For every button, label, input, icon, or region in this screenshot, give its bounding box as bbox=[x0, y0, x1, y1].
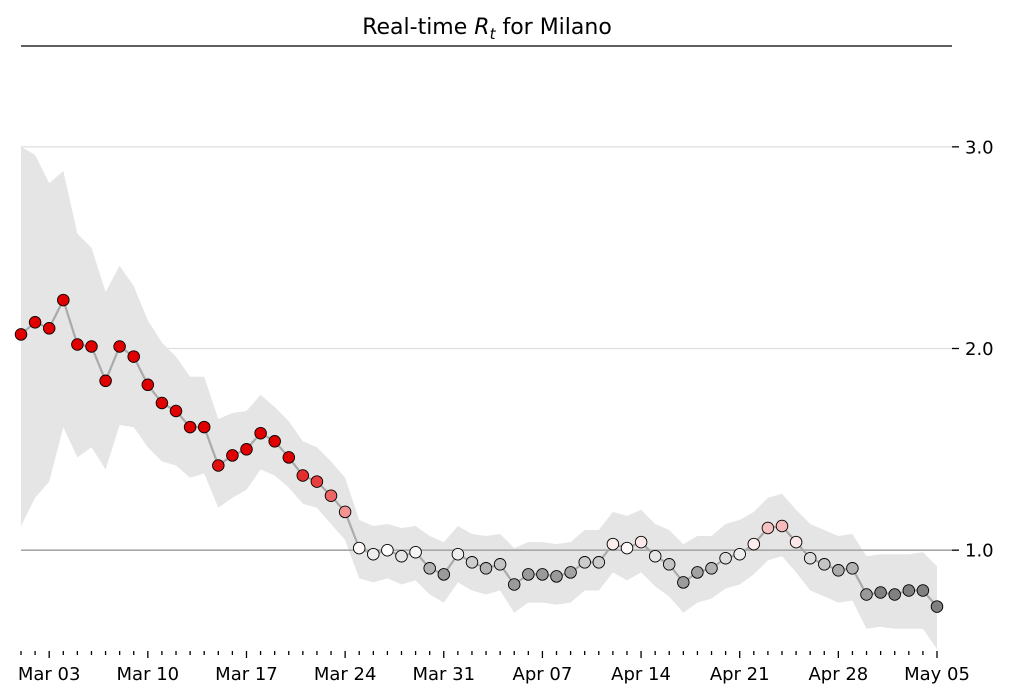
data-point bbox=[832, 564, 845, 577]
data-point bbox=[197, 420, 211, 434]
x-tick-label: Mar 10 bbox=[117, 664, 180, 685]
data-point bbox=[606, 537, 620, 551]
data-point bbox=[57, 293, 70, 307]
data-point bbox=[550, 570, 563, 583]
chart-title-prefix: Real-time bbox=[362, 15, 474, 40]
data-point bbox=[705, 562, 718, 575]
data-point bbox=[338, 505, 352, 519]
data-point bbox=[352, 541, 366, 555]
data-point bbox=[677, 576, 690, 589]
x-axis: Mar 03 Mar 10 Mar 17 Mar 24 Mar 31 Apr 07 Apr … bbox=[18, 651, 970, 685]
data-point bbox=[620, 541, 634, 555]
data-point bbox=[240, 443, 253, 456]
x-tick-label: May 05 bbox=[904, 664, 970, 685]
data-point bbox=[860, 588, 873, 601]
chart-title-subscript: t bbox=[490, 25, 497, 43]
y-tick-label: 3.0 bbox=[965, 137, 994, 158]
data-point bbox=[141, 378, 155, 392]
data-point bbox=[846, 562, 859, 575]
data-point bbox=[99, 374, 112, 388]
data-point bbox=[395, 549, 408, 563]
data-point bbox=[14, 328, 28, 341]
y-tick-label: 2.0 bbox=[965, 339, 994, 360]
data-point bbox=[451, 547, 465, 561]
data-point bbox=[367, 547, 380, 561]
data-point bbox=[493, 558, 507, 571]
data-point bbox=[42, 322, 56, 335]
data-point bbox=[888, 588, 901, 601]
data-point bbox=[310, 475, 324, 488]
data-point bbox=[592, 556, 606, 569]
data-point bbox=[564, 566, 577, 579]
data-point bbox=[648, 549, 662, 563]
x-tick-label: Mar 24 bbox=[314, 664, 377, 685]
chart-title-symbol: R bbox=[474, 15, 489, 40]
data-point bbox=[409, 545, 422, 559]
chart-title-suffix: for Milano bbox=[495, 15, 611, 40]
data-point bbox=[268, 435, 281, 448]
data-point bbox=[634, 535, 648, 549]
data-point bbox=[437, 568, 451, 581]
data-point bbox=[761, 521, 775, 535]
data-point bbox=[691, 566, 704, 579]
data-point bbox=[212, 459, 225, 472]
data-point bbox=[155, 396, 169, 410]
data-point bbox=[930, 600, 944, 613]
data-point bbox=[254, 426, 267, 440]
data-point bbox=[916, 584, 930, 597]
x-tick-label: Apr 07 bbox=[513, 664, 573, 685]
confidence-band bbox=[21, 146, 937, 650]
data-point bbox=[296, 469, 310, 482]
x-tick-label: Mar 17 bbox=[215, 664, 278, 685]
data-point bbox=[226, 449, 239, 462]
data-point bbox=[183, 420, 197, 434]
data-point bbox=[28, 316, 42, 329]
data-point bbox=[127, 350, 140, 363]
data-point bbox=[818, 558, 831, 571]
data-point bbox=[733, 547, 746, 561]
data-point bbox=[423, 562, 436, 575]
gridlines bbox=[21, 146, 952, 350]
data-point bbox=[113, 340, 126, 353]
data-point bbox=[465, 556, 479, 569]
data-point bbox=[71, 338, 84, 351]
data-point bbox=[902, 584, 916, 597]
data-point bbox=[747, 537, 761, 551]
chart-title: Real-time Rt for Milano bbox=[362, 15, 612, 43]
data-point bbox=[789, 535, 803, 549]
data-point bbox=[522, 568, 535, 581]
data-point bbox=[381, 543, 394, 557]
data-point bbox=[169, 404, 183, 418]
x-tick-label: Mar 31 bbox=[412, 664, 475, 685]
data-point bbox=[282, 451, 296, 464]
data-points bbox=[14, 293, 944, 613]
y-axis: 1.0 2.0 3.0 bbox=[952, 137, 994, 562]
data-point bbox=[536, 568, 549, 581]
data-point bbox=[507, 578, 521, 591]
data-point bbox=[775, 519, 789, 533]
data-point bbox=[662, 558, 676, 571]
data-point bbox=[803, 551, 817, 565]
data-point bbox=[85, 340, 98, 353]
data-point bbox=[719, 551, 732, 565]
data-point bbox=[578, 556, 591, 569]
data-point bbox=[874, 586, 887, 599]
x-tick-label: Mar 03 bbox=[18, 664, 81, 685]
data-point bbox=[479, 562, 493, 575]
y-tick-label: 1.0 bbox=[965, 541, 994, 562]
x-tick-label: Apr 21 bbox=[710, 664, 770, 685]
x-tick-label: Apr 14 bbox=[611, 664, 671, 685]
data-point bbox=[324, 489, 338, 502]
x-tick-label: Apr 28 bbox=[808, 664, 868, 685]
